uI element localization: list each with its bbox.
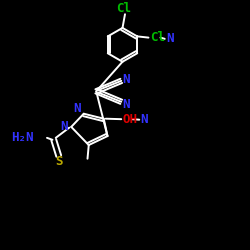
Text: N: N [166, 32, 173, 45]
Text: H₂N: H₂N [11, 131, 33, 144]
Text: N: N [73, 102, 81, 115]
Text: Cl: Cl [150, 31, 165, 44]
Text: N: N [140, 113, 148, 126]
Text: N: N [122, 98, 130, 111]
Text: N: N [60, 120, 68, 133]
Text: OH: OH [122, 113, 138, 126]
Text: Cl: Cl [116, 2, 131, 15]
Text: N: N [122, 73, 130, 86]
Text: S: S [56, 155, 63, 168]
